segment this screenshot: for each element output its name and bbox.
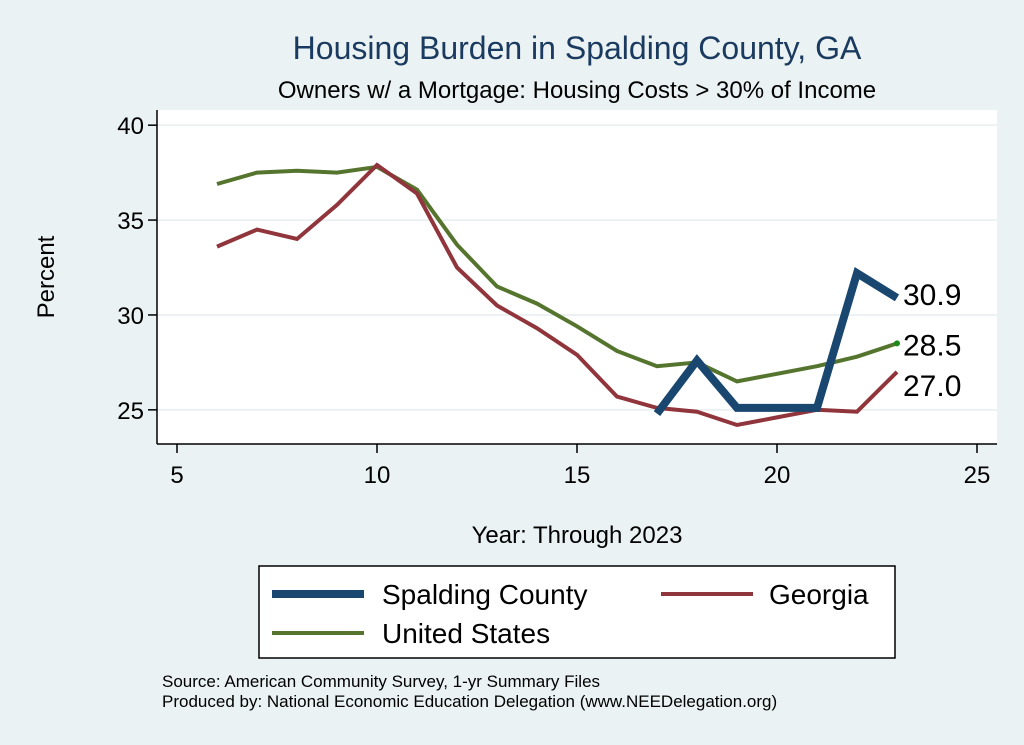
y-tick-label: 30 (117, 303, 144, 330)
series-line-spalding (653, 267, 900, 417)
chart-subtitle: Owners w/ a Mortgage: Housing Costs > 30… (278, 77, 876, 104)
x-tick-label: 5 (170, 462, 183, 489)
x-tick-label: 20 (764, 462, 791, 489)
y-tick-label: 35 (117, 208, 144, 235)
y-tick-label: 40 (117, 113, 144, 140)
y-axis-label: Percent (33, 235, 60, 318)
legend-label-georgia: Georgia (769, 579, 869, 610)
legend-label-us: United States (382, 618, 550, 649)
y-tick-label: 25 (117, 398, 144, 425)
end-label-spalding: 30.9 (903, 279, 961, 312)
series-group (216, 162, 900, 428)
end-labels: 30.9 27.0 28.5 (903, 279, 961, 403)
y-axis-ticks: 25 30 35 40 (117, 113, 157, 425)
x-tick-label: 10 (364, 462, 391, 489)
end-label-georgia: 27.0 (903, 370, 961, 403)
series-line-us (216, 164, 898, 384)
series-line-georgia (216, 162, 899, 428)
produced-by-note: Produced by: National Economic Education… (162, 692, 777, 711)
x-tick-label: 25 (964, 462, 991, 489)
legend-label-spalding: Spalding County (382, 579, 587, 610)
legend: Spalding County Georgia United States (258, 565, 896, 659)
chart-title: Housing Burden in Spalding County, GA (293, 30, 862, 66)
legend-box (258, 565, 896, 659)
us-end-marker (894, 340, 900, 347)
x-tick-label: 15 (564, 462, 591, 489)
end-label-us: 28.5 (903, 329, 961, 362)
x-axis-ticks: 5 10 15 20 25 (170, 444, 990, 489)
source-note: Source: American Community Survey, 1-yr … (162, 672, 600, 691)
plot-area (157, 110, 997, 444)
x-axis-label: Year: Through 2023 (472, 522, 683, 549)
